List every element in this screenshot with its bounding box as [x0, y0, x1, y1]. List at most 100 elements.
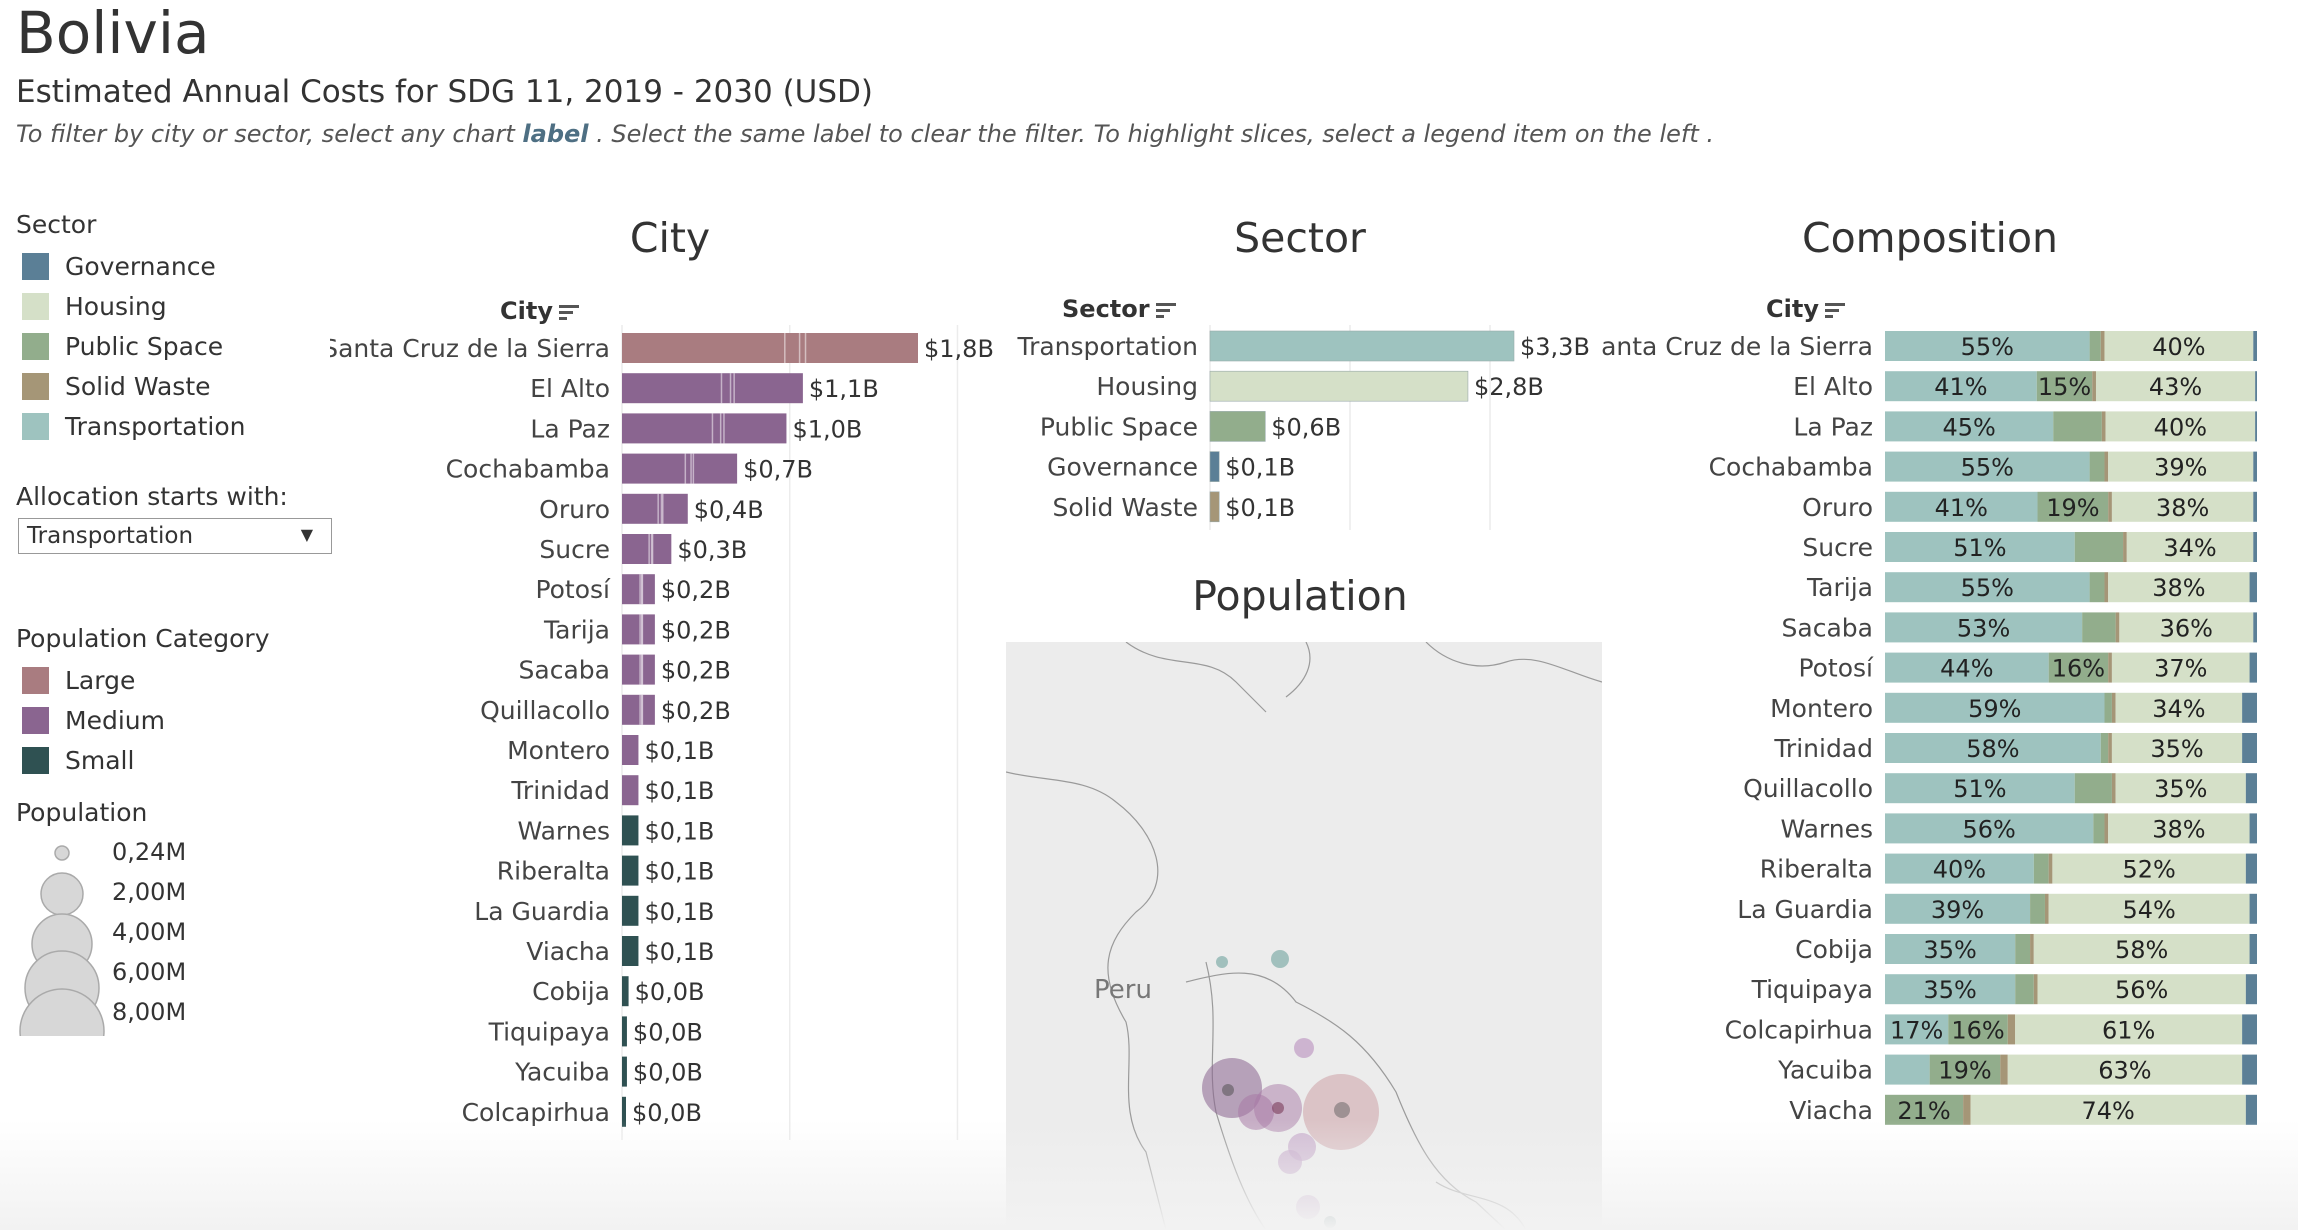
legend-item-housing[interactable]: Housing	[22, 291, 167, 321]
legend-item-public-space[interactable]: Public Space	[22, 331, 223, 361]
composition-value-label: 55%	[1961, 454, 2014, 482]
composition-header-label: City	[1766, 295, 1819, 323]
composition-segment	[2111, 491, 2254, 522]
sector-bar	[1209, 370, 1469, 402]
sort-icon[interactable]	[1824, 300, 1845, 321]
composition-value-label: 34%	[2163, 534, 2216, 562]
city-value-label: $1,1B	[809, 375, 879, 403]
population-size-legend-title: Population	[16, 798, 148, 827]
composition-value-label: 55%	[1961, 574, 2014, 602]
composition-tick-label: El Alto	[1793, 372, 1873, 401]
composition-segment	[1885, 572, 2090, 603]
composition-segment	[2105, 411, 2256, 442]
composition-chart-title: Composition	[1801, 214, 2059, 262]
composition-segment	[2082, 612, 2116, 643]
housing-swatch	[22, 292, 49, 320]
sector-value-label: $0,1B	[1225, 494, 1295, 522]
transportation-swatch	[22, 412, 49, 440]
city-value-label: $1,0B	[792, 415, 862, 443]
legend-label: Medium	[65, 705, 165, 735]
medium-swatch	[22, 706, 49, 734]
composition-tick-label: Colcapirhua	[1725, 1015, 1873, 1044]
composition-segment	[2245, 773, 2257, 804]
city-bar	[622, 976, 629, 1007]
allocation-dropdown[interactable]: Transportation ▼	[18, 518, 332, 554]
public-space-swatch	[22, 332, 49, 360]
city-bar	[622, 735, 639, 765]
sector-header-label: Sector	[1062, 295, 1150, 323]
legend-item-solid-waste[interactable]: Solid Waste	[22, 371, 211, 401]
composition-value-label: 15%	[2038, 373, 2091, 401]
sector-value-label: $0,6B	[1271, 413, 1341, 441]
composition-segment	[2249, 934, 2257, 964]
composition-segment	[1885, 773, 2075, 804]
city-bar	[622, 373, 803, 404]
composition-segment	[1929, 1054, 2001, 1085]
city-value-label: $1,8B	[924, 335, 994, 363]
composition-segment	[2037, 491, 2109, 522]
composition-segment	[2126, 532, 2254, 562]
composition-value-label: 16%	[1951, 1016, 2004, 1044]
sector-bar-chart: Transportation $3,3B Housing $2,8B Public Sp…	[1016, 325, 1590, 530]
composition-segment	[1963, 1094, 1971, 1125]
composition-value-label: 38%	[2152, 574, 2205, 602]
city-header-label: City	[500, 297, 553, 325]
sector-sort-header[interactable]: Sector	[1062, 295, 1176, 323]
sort-icon[interactable]	[1155, 300, 1176, 321]
size-label: 6,00M	[112, 958, 187, 986]
city-tick-label: Sucre	[539, 535, 610, 564]
composition-tick-label: Cobija	[1795, 935, 1873, 964]
city-tick-label: Cochabamba	[446, 455, 610, 484]
legend-item-small[interactable]: Small	[22, 745, 134, 775]
composition-segment	[2030, 934, 2034, 964]
composition-segment	[2104, 451, 2109, 482]
legend-item-transportation[interactable]: Transportation	[22, 411, 246, 441]
city-value-label: $0,1B	[644, 737, 714, 765]
map-border	[1006, 771, 1167, 1230]
composition-segment	[1885, 371, 2037, 402]
sector-bar	[1209, 330, 1515, 362]
city-value-label: $0,3B	[677, 536, 747, 564]
composition-segment	[2111, 692, 2116, 723]
sort-icon[interactable]	[558, 302, 579, 323]
composition-segment	[1885, 652, 2049, 683]
composition-segment	[2253, 532, 2257, 562]
city-tick-label: La Guardia	[474, 897, 610, 926]
sector-bar	[1209, 411, 1266, 442]
composition-sort-header[interactable]: City	[1766, 295, 1845, 323]
composition-segment	[2015, 974, 2034, 1005]
chevron-down-icon: ▼	[300, 525, 313, 544]
legend-item-medium[interactable]: Medium	[22, 705, 165, 735]
legend-item-governance[interactable]: Governance	[22, 251, 216, 281]
composition-segment	[2119, 612, 2254, 643]
legend-item-large[interactable]: Large	[22, 665, 135, 695]
composition-tick-label: Tiquipaya	[1751, 975, 1873, 1004]
map-border	[1425, 642, 1602, 683]
city-value-label: $0,1B	[644, 858, 714, 886]
city-sort-header[interactable]: City	[500, 297, 579, 325]
composition-segment	[2048, 853, 2053, 884]
city-value-label: $0,4B	[694, 496, 764, 524]
composition-segment	[1885, 974, 2016, 1005]
composition-tick-label: Warnes	[1780, 814, 1873, 843]
composition-value-label: 40%	[1933, 856, 1986, 884]
composition-segment	[2053, 411, 2102, 442]
composition-segment	[2000, 1054, 2008, 1085]
sector-tick-label: Transportation	[1016, 332, 1198, 361]
composition-segment	[1885, 1054, 1930, 1085]
city-tick-label: Trinidad	[510, 776, 610, 805]
map-country-label: Peru	[1094, 975, 1152, 1005]
city-bar	[622, 694, 655, 725]
composition-value-label: 55%	[1961, 333, 2014, 361]
sector-tick-label: Public Space	[1040, 412, 1198, 441]
composition-value-label: 51%	[1953, 534, 2006, 562]
composition-segment	[1885, 692, 2105, 723]
composition-segment	[2089, 572, 2105, 603]
composition-segment	[2115, 692, 2243, 723]
composition-tick-label: Viacha	[1789, 1096, 1873, 1125]
composition-value-label: 52%	[2122, 856, 2175, 884]
city-tick-label: Warnes	[517, 816, 610, 845]
composition-segment	[2030, 893, 2045, 924]
composition-segment	[2108, 652, 2112, 683]
composition-segment	[2108, 572, 2250, 603]
